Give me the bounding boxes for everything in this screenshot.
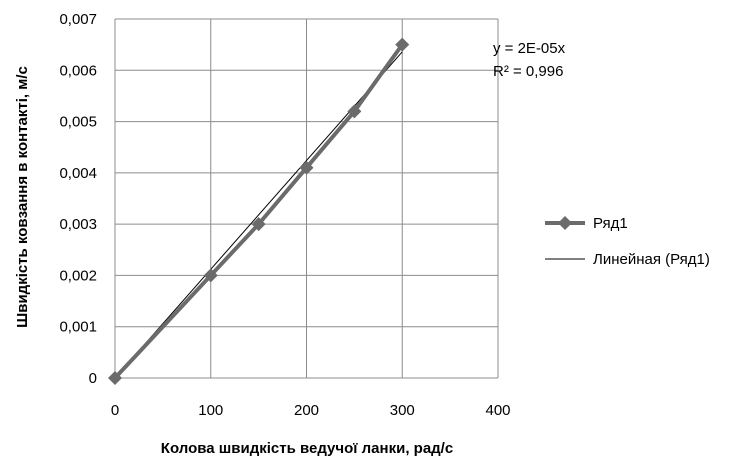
x-tick-label: 0 [111,402,119,419]
x-axis-title: Колова швидкість ведучої ланки, рад/с [161,440,453,457]
trendline-equation: y = 2E-05x [493,40,566,57]
x-tick-label: 400 [485,402,510,419]
trendline-r-squared: R² = 0,996 [493,63,563,80]
y-tick-label: 0,002 [59,267,97,284]
data-point-marker [347,104,362,119]
y-axis-title: Швидкість ковзання в контакті, м/с [14,66,31,328]
data-point-marker [299,160,314,175]
legend: Ряд1 Линейная (Ряд1) [545,215,710,268]
data-point-marker [203,268,218,283]
tick-labels: 0 0,001 0,002 0,003 0,004 0,005 0,006 0,007 0 100… [59,11,510,419]
legend-series-label: Ряд1 [593,215,628,232]
legend-series-marker [558,216,572,230]
data-point-marker [108,371,122,385]
series-group [108,37,410,385]
y-tick-label: 0,005 [59,114,97,131]
data-point-marker [251,217,266,232]
y-tick-label: 0,007 [59,11,97,28]
x-tick-label: 200 [294,402,319,419]
legend-trendline-label: Линейная (Ряд1) [593,251,710,268]
y-tick-label: 0,001 [59,319,97,336]
y-tick-label: 0 [89,370,97,387]
y-tick-label: 0,006 [59,62,97,79]
series-line [113,43,404,380]
y-tick-label: 0,004 [59,165,97,182]
x-tick-label: 100 [198,402,223,419]
data-point-marker [395,37,410,52]
y-tick-label: 0,003 [59,216,97,233]
x-tick-label: 300 [390,402,415,419]
grid-lines [114,18,499,379]
